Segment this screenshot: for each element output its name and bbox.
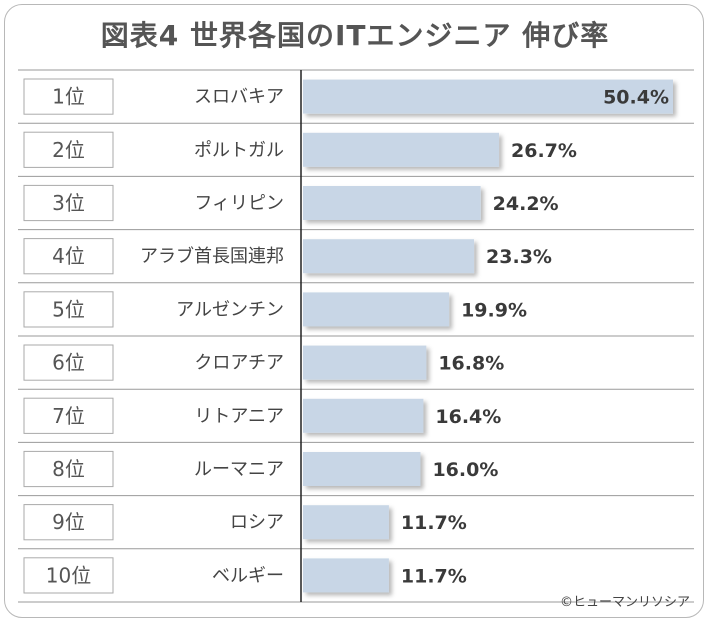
bar bbox=[303, 398, 424, 433]
data-label: 16.4% bbox=[435, 406, 501, 428]
rank-box bbox=[23, 504, 114, 541]
rank-box bbox=[23, 184, 114, 222]
bar bbox=[303, 79, 673, 114]
rank-label: 8位 bbox=[52, 457, 85, 481]
rank-label: 10位 bbox=[46, 563, 91, 587]
data-label: 50.4% bbox=[603, 87, 669, 109]
category-label: ベルギー bbox=[212, 565, 284, 586]
rank-label: 2位 bbox=[52, 138, 85, 162]
data-label: 16.8% bbox=[438, 353, 504, 375]
rank-label: 9位 bbox=[52, 510, 85, 534]
data-label: 11.7% bbox=[401, 512, 467, 534]
rows-layer: 1位 スロバキア 50.4% 2位 ポルトガル 26.7% 3位 フィリピン 24.2% 4位 アラ… bbox=[18, 69, 694, 603]
bar bbox=[303, 292, 450, 327]
bar bbox=[303, 558, 389, 593]
bar bbox=[303, 345, 427, 380]
category-label: アルゼンチン bbox=[176, 299, 284, 320]
category-label: ポルトガル bbox=[194, 140, 284, 161]
category-label: アラブ首長国連邦 bbox=[140, 245, 284, 267]
category-label: フィリピン bbox=[194, 193, 284, 214]
rank-box bbox=[23, 238, 114, 275]
rank-label: 5位 bbox=[52, 297, 85, 321]
bar bbox=[303, 186, 481, 220]
rank-label: 3位 bbox=[52, 191, 85, 215]
category-label: スロバキア bbox=[194, 87, 284, 108]
rank-box bbox=[23, 131, 114, 168]
rank-label: 6位 bbox=[52, 351, 85, 375]
bar bbox=[303, 505, 389, 540]
bar bbox=[303, 452, 421, 486]
data-label: 19.9% bbox=[461, 299, 527, 321]
rank-box bbox=[23, 397, 114, 434]
rank-label: 1位 bbox=[52, 85, 85, 109]
chart-title: 図表4 世界各国のITエンジニア 伸び率 bbox=[100, 19, 610, 52]
category-label: リトアニア bbox=[194, 406, 284, 427]
rank-box bbox=[23, 344, 114, 381]
rank-box bbox=[23, 450, 114, 488]
category-label: クロアチア bbox=[194, 353, 284, 374]
rank-box bbox=[23, 78, 114, 115]
category-label: ルーマニア bbox=[194, 459, 284, 480]
data-label: 16.0% bbox=[432, 459, 498, 481]
bar bbox=[303, 132, 500, 167]
data-label: 23.3% bbox=[486, 246, 552, 268]
rank-box bbox=[23, 557, 114, 594]
rank-box bbox=[23, 291, 114, 328]
rank-label: 7位 bbox=[52, 404, 85, 428]
data-label: 11.7% bbox=[401, 565, 467, 587]
category-label: ロシア bbox=[230, 512, 284, 533]
data-label: 24.2% bbox=[493, 193, 559, 215]
bar bbox=[303, 239, 475, 274]
data-label: 26.7% bbox=[511, 140, 577, 162]
rank-label: 4位 bbox=[52, 244, 85, 268]
credit-text: ©ヒューマンリソシア bbox=[559, 595, 690, 610]
